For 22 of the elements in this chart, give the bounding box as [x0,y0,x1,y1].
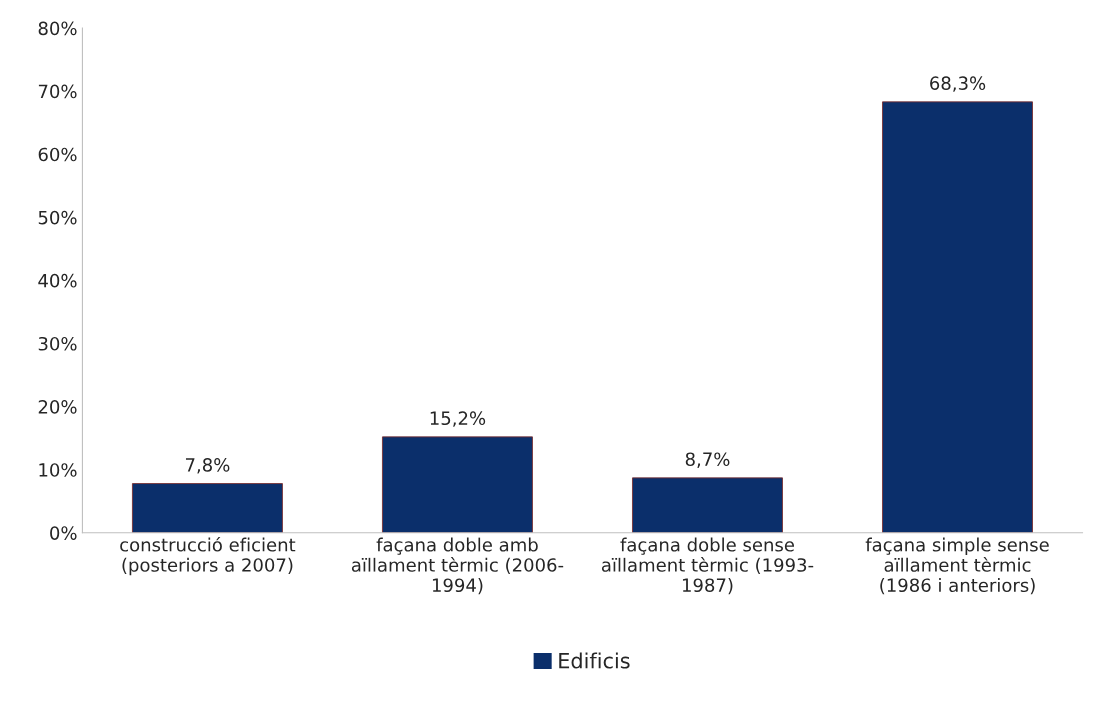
legend-label: Edificis [559,652,630,669]
y-tick-label: 30% [38,336,77,351]
y-tick-label: 0% [50,526,77,540]
data-label: 15,2% [430,411,486,427]
y-tick-label: 80% [38,21,77,36]
data-label: 68,3% [930,76,986,92]
x-tick-label: construcció eficient (posteriors a 2007) [120,536,296,576]
y-tick-label: 60% [38,147,77,162]
y-tick-label: 10% [39,463,77,477]
bar [382,436,533,533]
y-tick-label: 50% [38,210,77,225]
y-tick-label: 70% [38,84,77,99]
x-tick-label: façana simple sense aïllament tèrmic (1986 i anteriors) [865,537,1049,595]
x-tick-label: façana doble amb aïllament tèrmic (2006- 1994) [351,537,564,595]
bar [632,477,783,533]
y-tick-label: 20% [38,400,77,414]
x-tick-label: façana doble sense aïllament tèrmic (1993- 1987) [601,537,814,595]
bar [132,483,283,533]
y-tick-label: 40% [38,273,77,288]
bar [882,101,1033,533]
data-label: 8,7% [685,452,730,468]
data-label: 7,8% [185,458,230,474]
